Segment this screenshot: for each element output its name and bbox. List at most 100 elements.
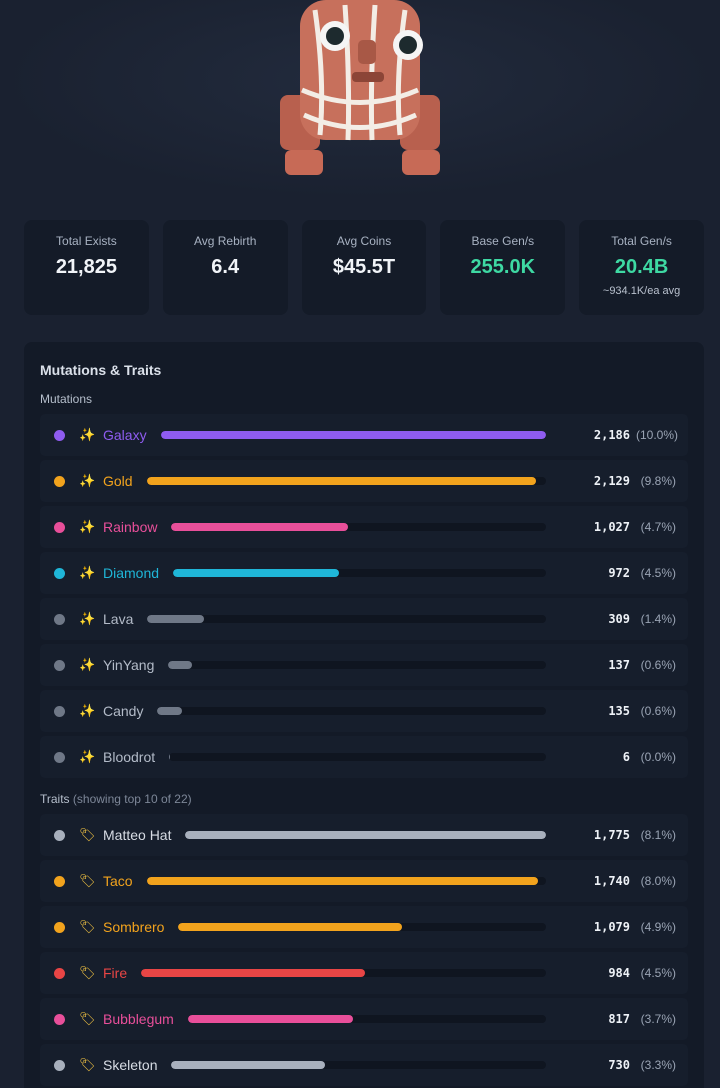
tag-icon: 🏷 [79,873,96,888]
mutation-row: ✨ YinYang 137 (0.6%) [40,644,688,686]
progress-fill [147,615,204,623]
mutation-row: ✨ Diamond 972 (4.5%) [40,552,688,594]
stat-value: 21,825 [55,256,117,278]
trait-percent: (4.9%) [640,920,676,934]
color-dot [54,613,65,625]
progress-track [185,831,546,839]
mutation-name: Lava [103,611,134,627]
sparkle-icon: ✨ [79,565,96,580]
tag-icon: 🏷 [79,1057,96,1072]
color-dot [54,967,65,979]
tag-icon: 🏷 [79,965,96,980]
mutation-row: ✨ Candy 135 (0.6%) [40,690,688,732]
trait-name: Matteo Hat [103,827,172,843]
progress-fill [157,707,182,715]
mutation-percent: (9.8%) [640,474,676,488]
hero-banner [0,0,720,200]
color-dot [54,659,65,671]
mutation-name: Candy [103,703,144,719]
stat-subtext: ~934.1K/ea avg [602,285,681,297]
stat-label: Total Gen/s [611,234,672,248]
mutation-row: ✨ Lava 309 (1.4%) [40,598,688,640]
mutation-row: ✨ Gold 2,129 (9.8%) [40,460,688,502]
stat-value: 6.4 [211,256,240,278]
mutation-percent: (1.4%) [640,612,676,626]
sparkle-icon: ✨ [79,657,96,672]
progress-track [187,1015,546,1023]
mutation-count: 309 [608,612,630,626]
progress-track [146,877,546,885]
stat-label: Base Gen/s [471,234,535,248]
color-dot [54,921,65,933]
progress-fill [169,753,171,761]
tag-icon: 🏷 [79,827,96,842]
color-dot [54,429,65,441]
mutation-name: Diamond [103,565,160,581]
mutation-name: Gold [103,473,133,489]
mutation-row: ✨ Galaxy 2,186 (10.0%) [40,414,688,456]
progress-track [173,569,546,577]
color-dot [54,751,65,763]
trait-percent: (4.5%) [640,966,676,980]
progress-track [178,923,546,931]
tag-icon: 🏷 [79,919,96,934]
progress-fill [187,1015,353,1023]
color-dot [54,705,65,717]
color-dot [54,567,65,579]
progress-fill [168,661,193,669]
progress-track [160,431,546,439]
stat-label: Avg Coins [336,234,392,248]
mutation-percent: (0.6%) [640,704,676,718]
mutation-count: 135 [608,704,630,718]
stat-label: Avg Rebirth [193,234,257,248]
mutation-count: 1,027 [593,520,630,534]
mutation-percent: (0.0%) [640,750,676,764]
trait-row: 🏷 Sombrero 1,079 (4.9%) [40,906,688,948]
mutation-name: Rainbow [103,519,158,535]
mutation-row: ✨ Rainbow 1,027 (4.7%) [40,506,688,548]
mutations-section-label: Mutations [40,392,93,406]
progress-fill [173,569,339,577]
trait-list: 🏷 Matteo Hat 1,775 (8.1%) 🏷 Taco 1,740 (8.0%) 🏷 S… [40,814,688,1086]
mutation-count: 2,129 [593,474,630,488]
progress-fill [146,877,538,885]
progress-fill [171,1061,326,1069]
trait-name: Taco [103,873,133,889]
mutation-list: ✨ Galaxy 2,186 (10.0%) ✨ Gold 2,129 (9.8%) ✨ Rain… [40,414,688,778]
sparkle-icon: ✨ [79,519,96,534]
progress-fill [141,969,366,977]
trait-count: 984 [608,966,630,980]
trait-count: 1,079 [593,920,630,934]
stat-value: 255.0K [470,256,536,278]
mutation-percent: (4.7%) [640,520,676,534]
progress-track [147,615,546,623]
stat-card-base-gen: Base Gen/s 255.0K [440,220,566,315]
progress-fill [160,431,546,439]
color-dot [54,475,65,487]
trait-count: 1,740 [593,874,630,888]
color-dot [54,521,65,533]
mutation-count: 972 [608,566,630,580]
color-dot [54,875,65,887]
trait-percent: (3.3%) [640,1058,676,1072]
traits-note: (showing top 10 of 22) [72,792,192,806]
traits-section-label: Traits (showing top 10 of 22) [40,792,688,806]
panel-title: Mutations & Traits [40,362,162,378]
mutation-count: 2,186 [593,428,630,442]
progress-track [146,477,546,485]
trait-count: 1,775 [593,828,630,842]
mutation-name: Galaxy [103,427,147,443]
trait-name: Bubblegum [103,1011,174,1027]
trait-row: 🏷 Fire 984 (4.5%) [40,952,688,994]
trait-row: 🏷 Skeleton 730 (3.3%) [40,1044,688,1086]
trait-percent: (3.7%) [640,1012,676,1026]
sparkle-icon: ✨ [79,611,96,626]
trait-percent: (8.1%) [640,828,676,842]
sparkle-icon: ✨ [79,703,96,718]
progress-track [171,523,546,531]
mutation-row: ✨ Bloodrot 6 (0.0%) [40,736,688,778]
character-avatar-image [280,0,440,175]
trait-count: 730 [608,1058,630,1072]
trait-name: Fire [103,965,128,981]
traits-label: Traits [40,792,70,806]
